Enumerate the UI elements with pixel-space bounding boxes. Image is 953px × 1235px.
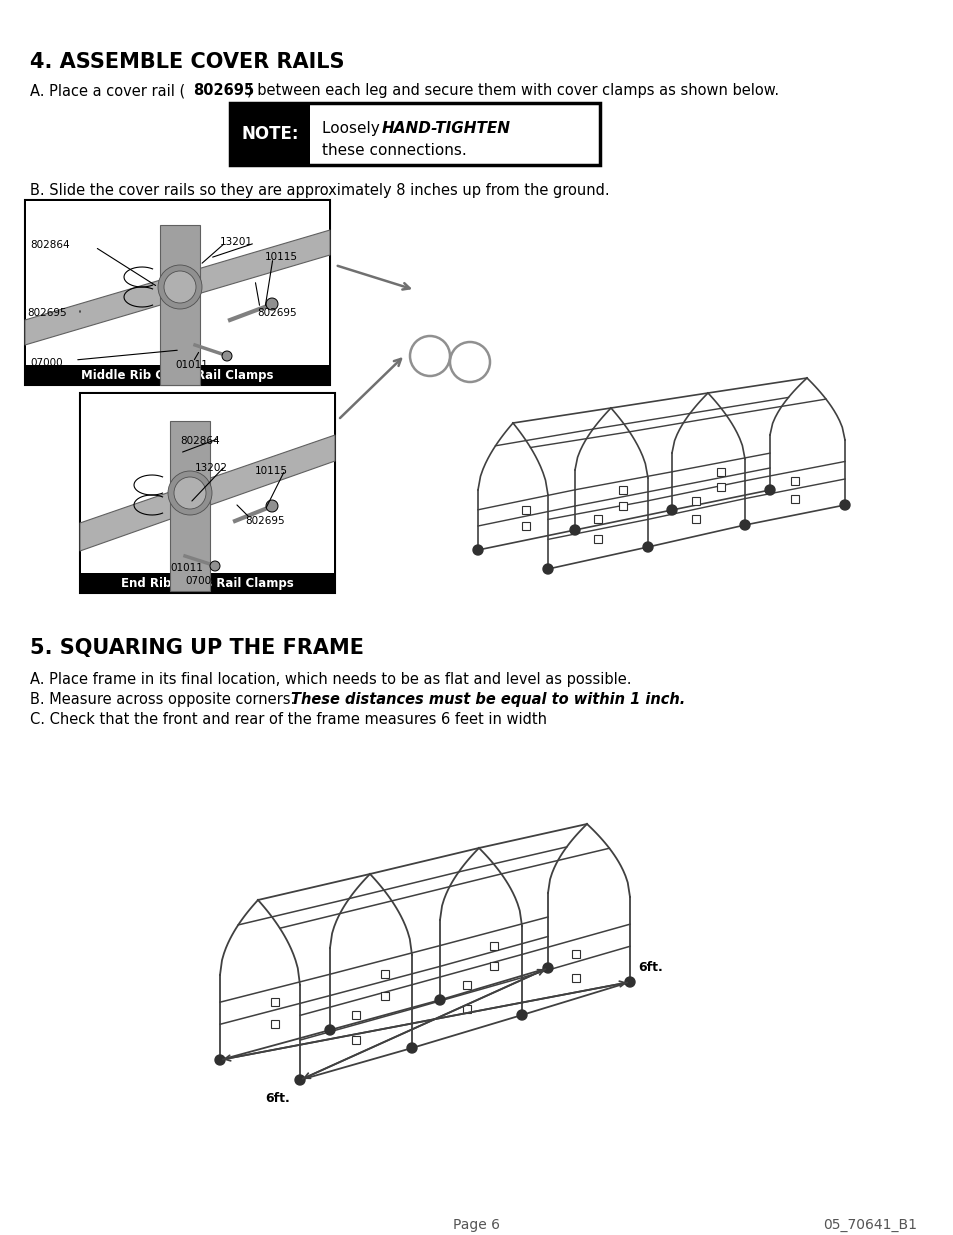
Text: 13202: 13202 — [194, 463, 228, 473]
Text: 13201: 13201 — [220, 237, 253, 247]
Bar — [717, 468, 724, 475]
Bar — [25, 200, 330, 385]
Bar — [790, 494, 799, 503]
Text: NOTE:: NOTE: — [241, 125, 298, 143]
Text: 07000: 07000 — [30, 358, 63, 368]
Text: 802695: 802695 — [27, 308, 67, 317]
Bar — [380, 971, 389, 978]
Circle shape — [624, 977, 635, 987]
Bar — [380, 992, 389, 999]
Circle shape — [473, 545, 482, 555]
Circle shape — [222, 351, 232, 361]
Circle shape — [266, 298, 277, 310]
Bar — [594, 515, 601, 524]
Bar — [692, 496, 700, 505]
Circle shape — [542, 963, 553, 973]
Polygon shape — [160, 225, 200, 385]
Text: A. Place a cover rail (: A. Place a cover rail ( — [30, 83, 185, 98]
Circle shape — [294, 1074, 305, 1086]
Bar — [692, 515, 700, 524]
Text: C. Check that the front and rear of the frame measures 6 feet in width: C. Check that the front and rear of the … — [30, 713, 546, 727]
Text: B. Measure across opposite corners.: B. Measure across opposite corners. — [30, 692, 299, 706]
Text: 07000: 07000 — [185, 576, 217, 585]
Bar — [618, 501, 627, 510]
Bar — [462, 1005, 471, 1013]
Text: Loosely: Loosely — [322, 121, 384, 136]
Polygon shape — [170, 421, 210, 592]
Bar — [271, 1020, 278, 1029]
Text: ) between each leg and secure them with cover clamps as shown below.: ) between each leg and secure them with … — [247, 83, 779, 98]
Text: 01011: 01011 — [170, 563, 203, 573]
Text: A. Place frame in its final location, which needs to be as flat and level as pos: A. Place frame in its final location, wh… — [30, 672, 631, 687]
Circle shape — [164, 270, 195, 303]
Text: these connections.: these connections. — [322, 143, 466, 158]
Text: Page 6: Page 6 — [453, 1218, 500, 1233]
Circle shape — [325, 1025, 335, 1035]
Circle shape — [517, 1010, 526, 1020]
Bar — [80, 393, 335, 593]
Circle shape — [168, 471, 212, 515]
Bar — [230, 103, 599, 165]
Text: 802695: 802695 — [256, 308, 296, 317]
Circle shape — [435, 995, 444, 1005]
Text: 01011: 01011 — [174, 359, 208, 370]
Text: 802695: 802695 — [193, 83, 253, 98]
Bar — [352, 1011, 359, 1019]
Bar — [81, 394, 334, 573]
Text: B. Slide the cover rails so they are approximately 8 inches up from the ground.: B. Slide the cover rails so they are app… — [30, 183, 609, 198]
Bar — [522, 522, 530, 530]
Bar — [594, 536, 601, 543]
Text: 10115: 10115 — [265, 252, 297, 262]
Polygon shape — [80, 435, 335, 551]
Circle shape — [210, 561, 220, 571]
Text: 05_70641_B1: 05_70641_B1 — [822, 1218, 916, 1233]
Bar — [25, 366, 330, 385]
Bar — [26, 201, 329, 366]
Text: 802864: 802864 — [30, 240, 70, 249]
Bar — [462, 981, 471, 989]
Bar — [80, 573, 335, 593]
Polygon shape — [25, 230, 330, 345]
Text: 6ft.: 6ft. — [638, 961, 662, 974]
Bar — [717, 483, 724, 492]
Circle shape — [266, 500, 277, 513]
Text: 10115: 10115 — [254, 466, 288, 475]
Circle shape — [158, 266, 202, 309]
Text: HAND-TIGHTEN: HAND-TIGHTEN — [381, 121, 511, 136]
Circle shape — [764, 485, 774, 495]
Circle shape — [666, 505, 677, 515]
Bar — [618, 485, 627, 494]
Text: End Rib Cross Rail Clamps: End Rib Cross Rail Clamps — [121, 577, 294, 589]
Bar — [572, 951, 579, 958]
Text: These distances must be equal to within 1 inch.: These distances must be equal to within … — [291, 692, 684, 706]
Bar — [490, 962, 497, 971]
Bar — [352, 1036, 359, 1044]
Bar — [572, 973, 579, 982]
Text: 802695: 802695 — [245, 516, 284, 526]
Bar — [490, 941, 497, 950]
Text: 6ft.: 6ft. — [265, 1092, 290, 1105]
Circle shape — [569, 525, 579, 535]
Text: 5. SQUARING UP THE FRAME: 5. SQUARING UP THE FRAME — [30, 638, 364, 658]
Circle shape — [642, 542, 652, 552]
Text: 4. ASSEMBLE COVER RAILS: 4. ASSEMBLE COVER RAILS — [30, 52, 344, 72]
Bar — [271, 998, 278, 1007]
Circle shape — [407, 1044, 416, 1053]
Circle shape — [542, 564, 553, 574]
Circle shape — [214, 1055, 225, 1065]
Bar — [230, 103, 310, 165]
Bar — [790, 477, 799, 485]
Circle shape — [173, 477, 206, 509]
Bar — [522, 506, 530, 514]
Text: 802864: 802864 — [180, 436, 219, 446]
Text: Middle Rib Cross Rail Clamps: Middle Rib Cross Rail Clamps — [81, 368, 274, 382]
Circle shape — [840, 500, 849, 510]
Circle shape — [740, 520, 749, 530]
